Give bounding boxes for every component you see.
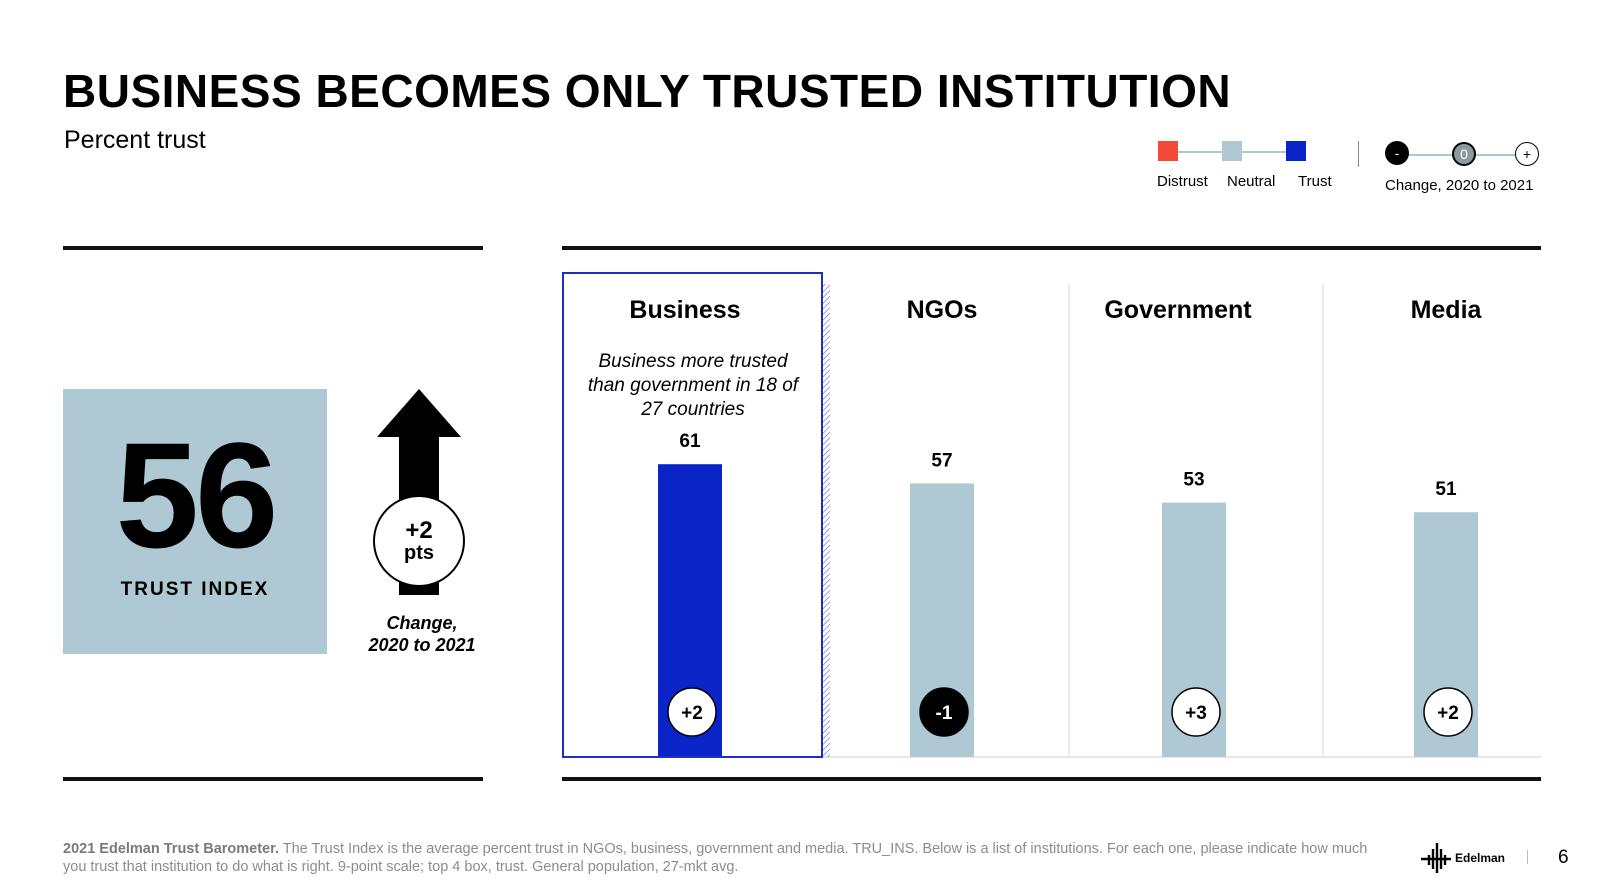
footnote-source: 2021 Edelman Trust Barometer. bbox=[63, 841, 279, 857]
highlight-shadow bbox=[822, 284, 830, 757]
page-subtitle: Percent trust bbox=[64, 126, 206, 154]
page-title: BUSINESS BECOMES ONLY TRUSTED INSTITUTIO… bbox=[63, 65, 1232, 117]
change-caption-line1: Change, bbox=[386, 613, 458, 633]
value-label-media: 51 bbox=[1435, 479, 1457, 500]
trust-index-label: TRUST INDEX bbox=[120, 579, 270, 600]
trust-index-change-value: +2 bbox=[405, 516, 433, 544]
change-badge-media bbox=[1423, 687, 1473, 737]
change-caption: Change, 2020 to 2021 bbox=[352, 612, 492, 656]
category-label-media: Media bbox=[1411, 296, 1483, 324]
highlight-frame-business bbox=[562, 272, 823, 758]
category-label-ngos: NGOs bbox=[907, 296, 978, 324]
legend-trust-label: Trust bbox=[1298, 173, 1332, 190]
legend-neutral-label: Neutral bbox=[1227, 173, 1276, 190]
change-label-media: +2 bbox=[1437, 703, 1459, 724]
change-label-business: +2 bbox=[681, 703, 703, 724]
page-number: 6 bbox=[1558, 847, 1569, 868]
change-caption-line2: 2020 to 2021 bbox=[368, 635, 476, 655]
legend-change-minus: - bbox=[1385, 141, 1409, 165]
left-top-rule bbox=[63, 246, 483, 250]
change-badge-business bbox=[667, 687, 717, 737]
value-label-business: 61 bbox=[679, 431, 701, 452]
legend-neutral-swatch bbox=[1222, 141, 1242, 161]
change-label-government: +3 bbox=[1185, 703, 1207, 724]
change-badge-ngos bbox=[919, 687, 969, 737]
trust-index-box bbox=[63, 389, 327, 654]
chart-bottom-rule bbox=[562, 777, 1541, 781]
legend-change-zero: 0 bbox=[1452, 142, 1476, 166]
legend-distrust-label: Distrust bbox=[1157, 173, 1208, 190]
change-badge-government bbox=[1171, 687, 1221, 737]
legend-change-label: Change, 2020 to 2021 bbox=[1385, 177, 1534, 194]
up-arrow-icon bbox=[377, 389, 461, 595]
category-label-government: Government bbox=[1104, 296, 1252, 324]
chart-top-rule bbox=[562, 246, 1541, 250]
trust-index-change-badge: +2 pts bbox=[373, 495, 465, 587]
trust-index-value: 56 bbox=[115, 411, 279, 579]
legend-change-plus: + bbox=[1515, 142, 1539, 166]
category-label-business: Business bbox=[629, 296, 740, 324]
change-label-ngos: -1 bbox=[936, 703, 953, 724]
edelman-logo-text: Edelman bbox=[1455, 851, 1506, 865]
trust-index-change-unit: pts bbox=[404, 542, 434, 565]
footnote-text: The Trust Index is the average percent t… bbox=[63, 841, 1368, 875]
value-label-ngos: 57 bbox=[931, 450, 952, 471]
legend-trust-swatch bbox=[1286, 141, 1306, 161]
footer-divider bbox=[1527, 850, 1528, 864]
edelman-logo-icon bbox=[1421, 843, 1451, 873]
footnote: 2021 Edelman Trust Barometer. The Trust … bbox=[63, 840, 1373, 876]
legend-distrust-swatch bbox=[1158, 141, 1178, 161]
value-label-government: 53 bbox=[1183, 470, 1204, 491]
legend-divider bbox=[1358, 141, 1359, 167]
left-bottom-rule bbox=[63, 777, 483, 781]
business-note: Business more trusted than government in… bbox=[587, 351, 799, 420]
